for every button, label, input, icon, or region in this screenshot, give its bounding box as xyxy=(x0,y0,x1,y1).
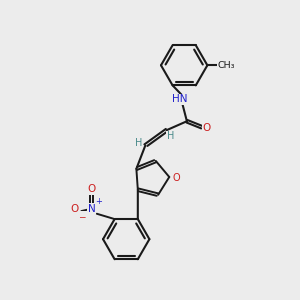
Text: O: O xyxy=(172,172,180,183)
Text: O: O xyxy=(87,184,96,194)
Text: HN: HN xyxy=(172,94,187,104)
Text: H: H xyxy=(135,138,142,148)
Text: O: O xyxy=(71,204,79,214)
Text: −: − xyxy=(78,212,86,221)
Text: N: N xyxy=(88,204,95,214)
Text: +: + xyxy=(95,197,102,206)
Text: CH₃: CH₃ xyxy=(218,61,236,70)
Text: O: O xyxy=(202,123,210,133)
Text: H: H xyxy=(167,131,174,141)
